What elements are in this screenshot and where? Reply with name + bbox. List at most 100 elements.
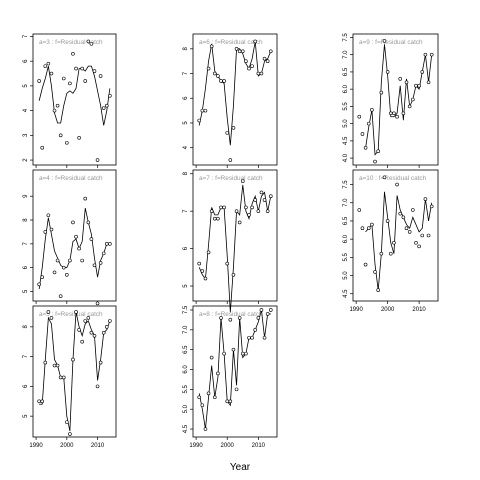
data-point	[203, 276, 208, 281]
x-tick-label: 2000	[221, 443, 235, 449]
data-point	[46, 310, 51, 314]
data-point	[234, 209, 239, 213]
panel-title: a=8 : f=Residual catch	[199, 311, 263, 318]
data-point	[86, 316, 91, 320]
data-point	[68, 432, 72, 436]
x-tick-label: 2000	[60, 443, 74, 449]
data-point	[101, 330, 106, 335]
data-point	[240, 49, 245, 54]
data-point	[414, 83, 418, 88]
panel-1: a=3 : f=Residual catch 2 3 4 5 6 7	[23, 33, 117, 168]
data-point	[43, 64, 48, 68]
data-point	[49, 71, 54, 76]
data-point	[414, 240, 418, 245]
data-point	[206, 391, 211, 396]
data-point	[203, 427, 208, 431]
y-tick-label: 6.5	[343, 67, 349, 76]
data-point	[407, 230, 412, 234]
data-point	[65, 420, 69, 424]
y-tick-label: 2	[23, 158, 29, 162]
y-tick-label: 6	[183, 246, 189, 250]
x-axis-label: Year	[230, 462, 251, 473]
data-point	[219, 205, 223, 210]
data-point	[225, 131, 230, 135]
data-point	[95, 384, 100, 389]
data-point	[379, 90, 384, 95]
y-tick-label: 6	[23, 384, 29, 388]
data-point	[68, 81, 72, 86]
data-point	[398, 211, 403, 216]
data-point	[58, 294, 63, 299]
y-tick-label: 5.5	[343, 102, 349, 111]
fitted-line	[365, 191, 433, 291]
data-point	[83, 79, 88, 83]
data-point	[71, 357, 75, 362]
panel-title: a=6 : f=Residual catch	[199, 39, 263, 46]
data-point	[423, 197, 428, 201]
data-point	[46, 213, 51, 218]
data-point	[366, 121, 371, 126]
panel-title: a=10 : f=Residual catch	[359, 175, 427, 182]
data-point	[108, 319, 112, 323]
data-point	[265, 209, 270, 213]
data-point	[65, 140, 69, 145]
y-tick-label: 5.0	[183, 404, 189, 413]
data-point	[89, 42, 94, 46]
y-tick-label: 6	[23, 59, 29, 63]
data-point	[222, 205, 226, 210]
data-point	[420, 70, 425, 74]
data-point	[253, 328, 258, 332]
data-point	[37, 399, 41, 404]
y-tick-label: 8	[183, 171, 189, 175]
data-point	[429, 204, 434, 209]
panel-frame	[352, 169, 439, 302]
data-point	[58, 375, 63, 380]
data-point	[411, 208, 415, 212]
data-point	[212, 71, 217, 76]
data-point	[197, 261, 202, 266]
y-tick-label: 4.0	[343, 153, 349, 162]
data-point	[395, 182, 399, 187]
y-tick-label: 5	[183, 284, 189, 288]
y-tick-label: 7	[183, 71, 189, 75]
data-point	[104, 325, 109, 329]
data-point	[250, 205, 254, 210]
data-point	[40, 275, 45, 279]
data-point	[212, 216, 217, 221]
data-point	[262, 56, 267, 61]
data-point	[225, 261, 230, 266]
data-point	[108, 242, 112, 246]
data-point	[83, 319, 88, 323]
data-point	[74, 310, 78, 314]
x-tick-label: 2010	[252, 443, 266, 449]
panel-2: a=6 : f=Residual catch 4 5 6 7 8	[183, 33, 278, 168]
data-point	[237, 220, 242, 225]
data-point	[357, 208, 362, 212]
y-tick-label: 7	[23, 354, 29, 358]
data-point	[200, 403, 205, 408]
panel-frame	[32, 169, 117, 302]
panel-5: a=7 : f=Residual catch 5 6 7 8	[183, 169, 278, 322]
y-tick-label: 6.5	[183, 345, 189, 354]
data-point	[259, 308, 264, 312]
data-point	[237, 49, 242, 54]
y-tick-label: 4.5	[343, 136, 349, 145]
panel-frame	[32, 305, 117, 438]
data-point	[385, 70, 390, 74]
data-point	[247, 213, 251, 217]
data-point	[404, 80, 409, 85]
data-point	[101, 251, 106, 256]
data-point	[77, 328, 81, 332]
data-point	[216, 371, 220, 376]
data-point	[268, 308, 273, 312]
data-point	[244, 351, 248, 356]
panel-frame	[192, 169, 278, 302]
y-tick-label: 8	[23, 218, 29, 222]
data-point	[244, 59, 248, 63]
data-point	[222, 351, 226, 356]
data-point	[80, 66, 84, 71]
data-point	[259, 190, 264, 195]
data-point	[398, 77, 403, 81]
panel-frame	[192, 305, 278, 438]
y-tick-label: 5	[183, 121, 189, 125]
